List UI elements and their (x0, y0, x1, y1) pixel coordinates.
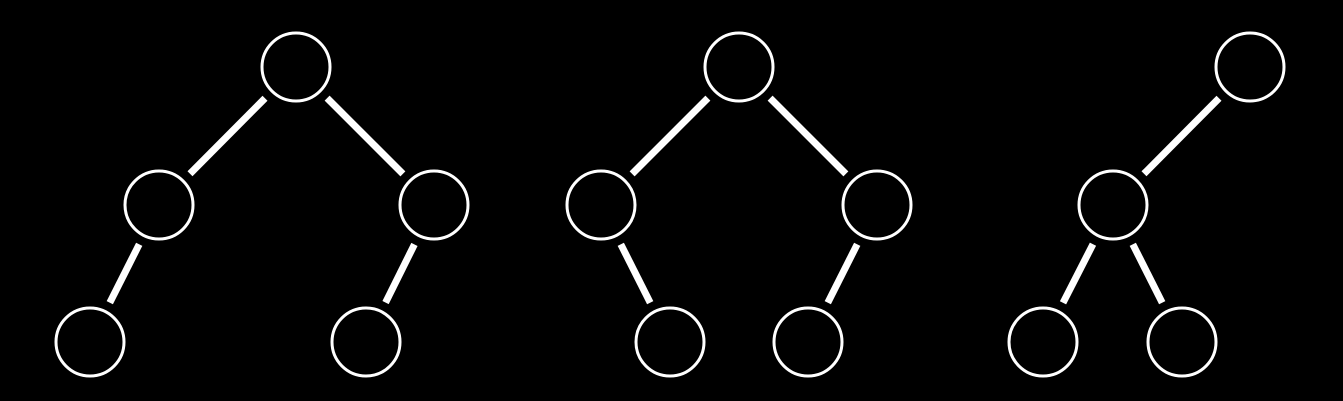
tree-3-edge-left-left-right (1129, 242, 1166, 305)
tree-3-node-left (1077, 169, 1149, 241)
tree-2-edge-root-left (629, 95, 711, 177)
tree-1-node-right-left (330, 306, 402, 378)
tree-2-edge-right-right-left (824, 242, 861, 305)
tree-1-edge-root-left (187, 95, 268, 177)
tree-3-node-root (1214, 31, 1286, 103)
tree-2-node-left-right (634, 306, 706, 378)
nodes-layer (54, 31, 1286, 378)
tree-3-node-left-left (1007, 306, 1079, 378)
tree-2-edge-left-left-right (617, 242, 654, 305)
tree-1-edge-left-left-left (106, 242, 143, 305)
tree-1-node-root (260, 31, 332, 103)
tree-2-node-root (703, 31, 775, 103)
tree-3-edge-root-left (1141, 95, 1222, 177)
tree-3-edge-left-left-left (1059, 242, 1097, 305)
tree-1-edge-root-right (324, 95, 406, 177)
edges-layer (106, 95, 1222, 305)
tree-1-node-right (398, 169, 470, 241)
tree-2-node-right (841, 169, 913, 241)
tree-2-edge-root-right (767, 95, 849, 177)
tree-1-node-left-left (54, 306, 126, 378)
tree-2-node-right-left (772, 306, 844, 378)
tree-1-edge-right-right-left (382, 242, 418, 305)
tree-2-node-left (565, 169, 637, 241)
tree-3-node-left-right (1146, 306, 1218, 378)
tree-1-node-left (123, 169, 195, 241)
